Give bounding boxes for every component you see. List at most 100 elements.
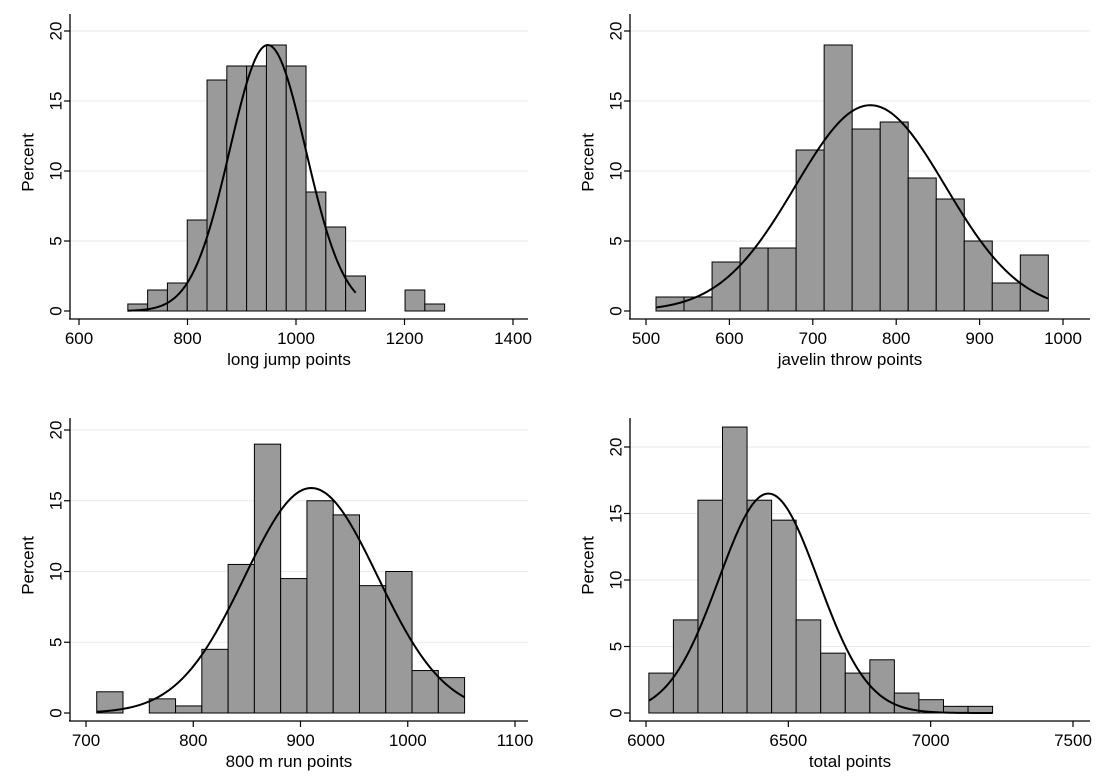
- histogram-bar: [648, 672, 674, 714]
- y-tick-label: 5: [607, 236, 626, 245]
- histogram-bar: [935, 198, 965, 312]
- x-tick-label: 700: [72, 731, 100, 750]
- histogram-bar: [345, 275, 366, 312]
- y-axis-title: Percent: [19, 133, 38, 192]
- x-tick-label: 7500: [1054, 731, 1092, 750]
- histogram-bar: [305, 191, 327, 312]
- histogram-bar: [385, 571, 413, 714]
- histogram-bar: [148, 698, 177, 714]
- y-tick-label: 10: [47, 162, 66, 181]
- histogram-bar: [404, 289, 426, 312]
- y-tick-label: 5: [47, 236, 66, 245]
- x-tick-label: 600: [715, 329, 743, 348]
- histogram-bar: [253, 443, 282, 714]
- y-axis-title: Percent: [19, 536, 38, 595]
- histogram-bar: [655, 296, 685, 312]
- y-tick-label: 0: [607, 306, 626, 315]
- histogram-bar: [991, 282, 1021, 312]
- y-tick-label: 20: [607, 22, 626, 41]
- y-tick-label: 20: [47, 421, 66, 440]
- histogram-bar: [96, 691, 124, 714]
- histogram-bar: [285, 65, 307, 312]
- histogram-bar: [332, 514, 360, 714]
- x-tick-label: 900: [286, 731, 314, 750]
- histogram-bar: [246, 65, 267, 312]
- x-tick-label: 1200: [386, 329, 424, 348]
- x-tick-label: 1000: [277, 329, 315, 348]
- histogram-bar: [739, 247, 769, 312]
- histogram-bar: [851, 128, 881, 312]
- histogram-bar: [424, 303, 446, 312]
- histogram-bar: [265, 44, 287, 312]
- y-tick-label: 10: [47, 562, 66, 581]
- histogram-bar: [227, 563, 255, 714]
- histogram-bar: [795, 619, 822, 714]
- y-tick-label: 5: [607, 642, 626, 651]
- x-axis-title: total points: [809, 752, 891, 771]
- normal-density-curve: [127, 44, 357, 312]
- x-tick-label: 900: [965, 329, 993, 348]
- histogram-bar: [226, 65, 248, 312]
- histogram-bar: [306, 500, 334, 714]
- histogram-bar: [823, 44, 853, 312]
- x-tick-label: 700: [799, 329, 827, 348]
- x-axis-title: long jump points: [227, 350, 351, 369]
- histogram-bar: [795, 149, 825, 312]
- histogram-bar: [767, 247, 797, 312]
- histogram-bar: [175, 705, 203, 714]
- y-tick-label: 0: [47, 708, 66, 717]
- y-tick-label: 10: [607, 571, 626, 590]
- histogram-bar: [869, 659, 895, 714]
- histogram-bar: [1019, 254, 1049, 312]
- y-axis-title: Percent: [579, 536, 598, 595]
- x-tick-label: 800: [173, 329, 201, 348]
- histogram-bar: [844, 672, 871, 714]
- y-tick-label: 5: [47, 638, 66, 647]
- histogram-bar: [746, 499, 773, 714]
- histogram-bar: [697, 499, 724, 714]
- y-tick-label: 15: [47, 491, 66, 510]
- y-axis-title: Percent: [579, 133, 598, 192]
- panel-2: 0 5 10 15 20 500 600 700 800 900 1000 javelin throw…: [579, 14, 1090, 369]
- panel-1: 0 5 10 15 20 600 800 1000 1200 1400 long jump poin…: [19, 14, 532, 369]
- panel-3: 0 5 10 15 20 700 800 900 1000 1100 800 m run point…: [19, 418, 534, 771]
- histogram-bar: [280, 578, 308, 714]
- normal-density-curve: [655, 104, 1049, 309]
- normal-density-curve: [96, 487, 466, 713]
- histogram-bar: [201, 648, 229, 714]
- x-tick-label: 1400: [494, 329, 532, 348]
- y-tick-label: 0: [607, 708, 626, 717]
- histogram-bar: [820, 652, 846, 714]
- y-tick-label: 15: [607, 92, 626, 111]
- x-tick-label: 500: [632, 329, 660, 348]
- x-tick-label: 6500: [769, 731, 807, 750]
- panel-4: 0 5 10 15 20 6000 6500 7000 7500 total points Perc…: [579, 418, 1092, 771]
- y-tick-label: 20: [607, 438, 626, 457]
- normal-density-curve: [648, 492, 993, 714]
- x-tick-label: 600: [65, 329, 93, 348]
- x-tick-label: 6000: [627, 731, 665, 750]
- histogram-bar: [879, 121, 909, 312]
- x-tick-label: 800: [882, 329, 910, 348]
- x-tick-label: 800: [179, 731, 207, 750]
- histogram-bar: [771, 519, 797, 714]
- histogram-bar: [358, 585, 387, 714]
- x-tick-label: 1000: [1044, 329, 1082, 348]
- x-tick-label: 1000: [389, 731, 427, 750]
- histogram-bar: [722, 426, 748, 714]
- x-tick-label: 1100: [497, 731, 534, 750]
- histogram-bar: [411, 670, 439, 714]
- histogram-bar: [672, 619, 699, 714]
- histogram-bar: [206, 79, 228, 312]
- y-tick-label: 15: [607, 504, 626, 523]
- y-tick-label: 15: [47, 92, 66, 111]
- y-tick-label: 10: [607, 162, 626, 181]
- x-axis-title: 800 m run points: [226, 752, 353, 771]
- x-axis-title: javelin throw points: [777, 350, 923, 369]
- histogram-bar: [907, 177, 937, 312]
- y-tick-label: 20: [47, 22, 66, 41]
- y-tick-label: 0: [47, 306, 66, 315]
- histogram-bar: [963, 240, 993, 312]
